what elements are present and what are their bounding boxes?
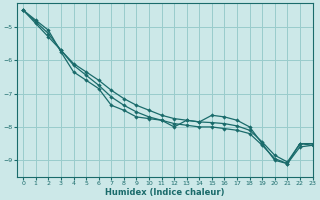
X-axis label: Humidex (Indice chaleur): Humidex (Indice chaleur) [105, 188, 224, 197]
